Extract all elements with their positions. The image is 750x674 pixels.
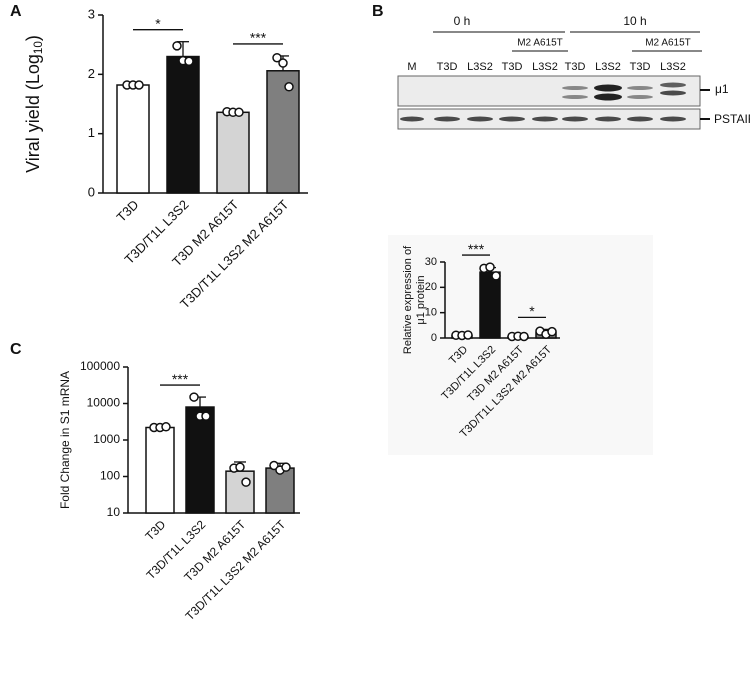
data-point xyxy=(189,392,199,402)
data-point xyxy=(235,462,245,472)
band xyxy=(627,116,653,122)
lane-label: L3S2 xyxy=(595,61,621,73)
band xyxy=(562,116,588,122)
panel-background xyxy=(388,235,653,455)
x-tick-label: T3D xyxy=(114,197,142,225)
y-axis-label: Fold Change in S1 mRNA xyxy=(58,371,72,509)
lane-label: L3S2 xyxy=(467,61,493,73)
mutant-label: M2 A615T xyxy=(517,38,563,49)
y-tick-label: 10 xyxy=(425,307,437,319)
y-tick-label: 2 xyxy=(88,66,95,81)
lane-label: L3S2 xyxy=(532,61,558,73)
bar xyxy=(265,467,295,514)
band xyxy=(660,90,686,96)
bar xyxy=(166,55,200,194)
band xyxy=(660,82,686,88)
y-axis-label: Relative expression ofμ1 protein xyxy=(402,245,427,354)
mutant-label: M2 A615T xyxy=(645,38,691,49)
band xyxy=(562,95,588,99)
data-point xyxy=(281,462,291,472)
data-point xyxy=(184,56,194,67)
timepoint-label: 0 h xyxy=(454,14,471,28)
data-point xyxy=(234,107,244,118)
bar xyxy=(185,406,215,514)
significance-label: *** xyxy=(250,30,267,46)
lane-label: M xyxy=(407,61,416,73)
timepoint-label: 10 h xyxy=(623,14,646,28)
data-point xyxy=(491,271,501,281)
y-axis-label-part: 10 xyxy=(32,41,45,55)
lane-label: T3D xyxy=(437,61,458,73)
band xyxy=(627,86,653,90)
y-tick-label: 10000 xyxy=(87,396,121,410)
lane-label: T3D xyxy=(502,61,523,73)
band xyxy=(595,116,621,122)
y-tick-label: 100 xyxy=(100,469,120,483)
band xyxy=(532,116,558,122)
data-point xyxy=(278,58,288,68)
bar xyxy=(116,84,150,194)
significance-label: * xyxy=(529,303,535,319)
y-tick-label: 30 xyxy=(425,256,437,268)
bar xyxy=(266,70,300,194)
band xyxy=(499,116,525,122)
lane-label: L3S2 xyxy=(660,61,686,73)
y-axis-label-part: Viral yield (Log xyxy=(23,54,43,173)
band xyxy=(400,116,424,122)
y-tick-label: 100000 xyxy=(80,359,120,373)
band xyxy=(660,116,686,122)
data-point xyxy=(519,331,529,342)
band xyxy=(562,86,588,90)
y-tick-label: 0 xyxy=(88,184,95,199)
data-point xyxy=(172,41,182,51)
y-tick-label: 0 xyxy=(431,332,437,344)
data-point xyxy=(201,411,211,421)
panel-label: C xyxy=(10,341,22,358)
blot-strip xyxy=(397,75,701,107)
data-point xyxy=(241,477,251,487)
data-point xyxy=(463,330,473,340)
panel-label: B xyxy=(372,3,384,20)
x-tick-label: T3D xyxy=(142,517,168,543)
band xyxy=(434,116,460,122)
bar xyxy=(225,470,255,514)
band-label: μ1 xyxy=(715,82,729,96)
bar xyxy=(216,111,250,194)
data-point xyxy=(161,422,171,432)
y-axis-label-line: Relative expression of xyxy=(402,245,414,354)
y-axis-label-line: μ1 protein xyxy=(415,275,427,324)
data-point xyxy=(284,82,294,92)
y-tick-label: 3 xyxy=(88,6,95,21)
bands xyxy=(400,82,686,122)
data-point xyxy=(547,326,557,337)
band xyxy=(594,84,622,92)
significance-label: *** xyxy=(468,241,485,257)
band-label: PSTAIR xyxy=(714,112,750,126)
data-point xyxy=(485,262,495,272)
lane-label: T3D xyxy=(630,61,651,73)
data-point xyxy=(134,80,144,90)
band xyxy=(467,116,493,122)
y-tick-label: 20 xyxy=(425,281,437,293)
lane-label: T3D xyxy=(565,61,586,73)
bar xyxy=(145,426,175,514)
panel-label: A xyxy=(10,3,22,20)
y-tick-label: 1000 xyxy=(93,432,120,446)
bar xyxy=(479,271,501,339)
blot: 0 h 10 h M2 A615T M2 A615T xyxy=(397,14,750,130)
band xyxy=(627,95,653,99)
y-tick-label: 10 xyxy=(107,505,121,519)
band xyxy=(594,93,622,101)
y-tick-label: 1 xyxy=(88,125,95,140)
significance-label: *** xyxy=(172,371,189,387)
y-axis-label-part: ) xyxy=(23,35,43,41)
significance-label: * xyxy=(155,15,161,31)
y-axis-label: Viral yield (Log10) xyxy=(23,35,45,173)
data-point xyxy=(272,52,282,63)
